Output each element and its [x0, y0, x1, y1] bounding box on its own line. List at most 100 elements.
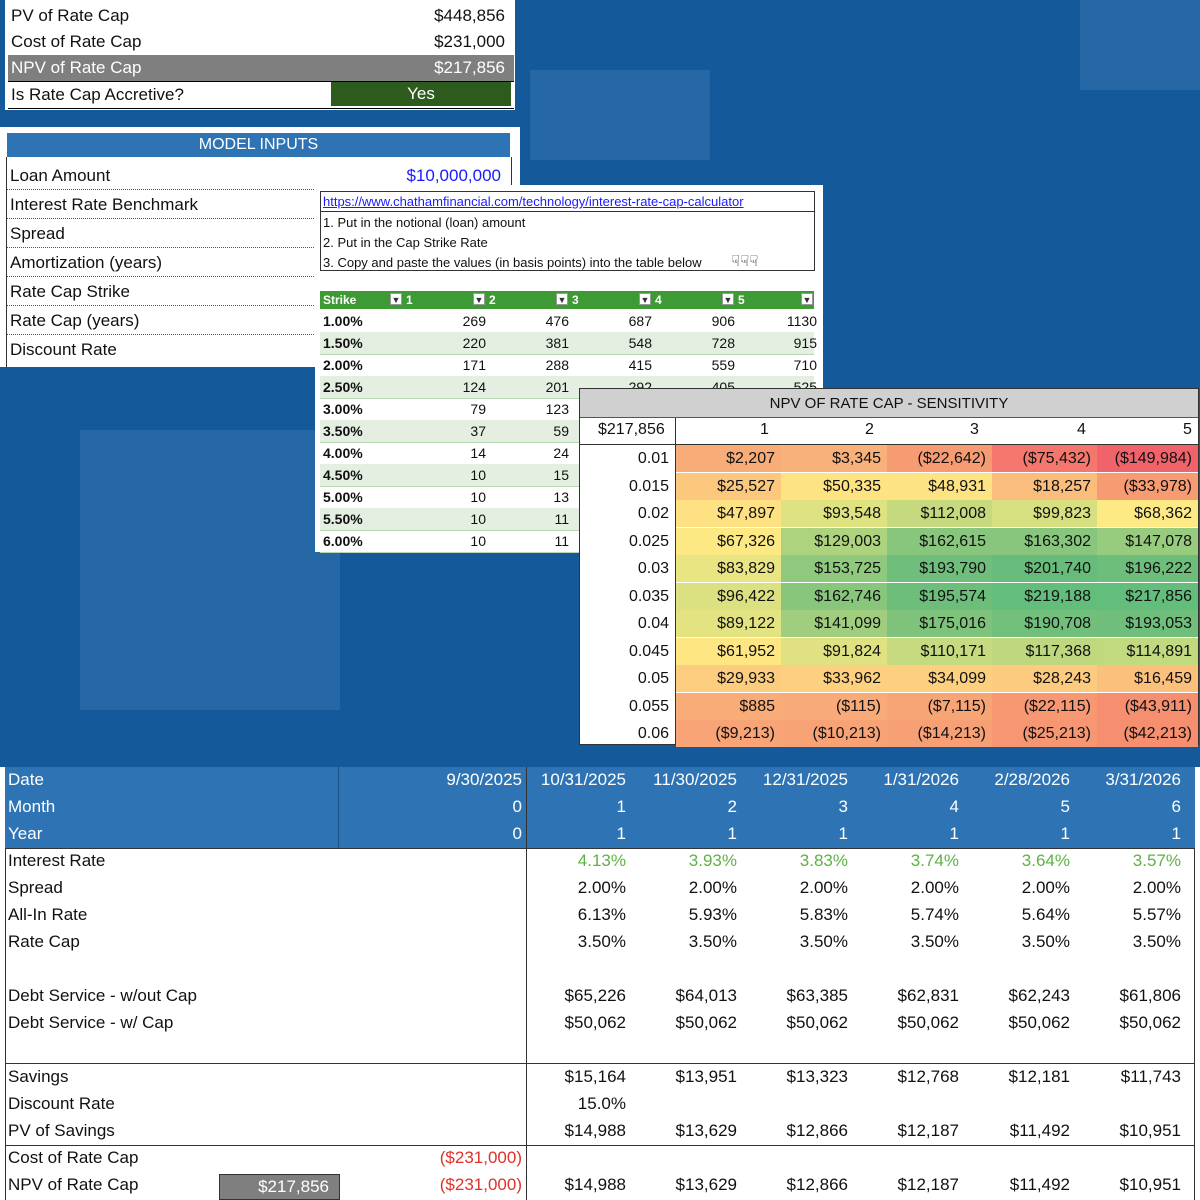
sensitivity-rate[interactable]: 0.06 [637, 725, 669, 742]
sensitivity-cell[interactable]: ($25,213) [992, 720, 1097, 747]
sensitivity-cell[interactable]: $99,823 [992, 500, 1097, 527]
schedule-cell[interactable]: $50,062 [564, 1013, 626, 1032]
schedule-cell[interactable]: $50,062 [786, 1013, 848, 1032]
basis-point-value[interactable]: 79 [470, 401, 486, 417]
sensitivity-cell[interactable]: $67,326 [676, 527, 781, 555]
basis-point-value[interactable]: 10 [470, 467, 486, 483]
schedule-cell[interactable]: 15.0% [577, 1094, 626, 1113]
sensitivity-cell[interactable]: ($115) [781, 692, 887, 720]
schedule-cell[interactable]: $14,988 [564, 1175, 626, 1194]
npv-total-box[interactable]: $217,856 [219, 1174, 340, 1200]
sensitivity-cell[interactable]: $34,099 [887, 665, 992, 692]
sensitivity-cell[interactable]: $217,856 [1097, 582, 1198, 610]
basis-point-value[interactable]: 269 [462, 313, 486, 329]
sensitivity-cell[interactable]: $163,302 [992, 527, 1097, 555]
filter-dropdown-icon[interactable]: ▼ [722, 293, 734, 305]
schedule-cell[interactable]: 5.93% [688, 905, 737, 924]
schedule-cell[interactable]: 5.74% [910, 905, 959, 924]
schedule-cell[interactable]: $11,492 [1009, 1175, 1070, 1194]
schedule-cell[interactable]: $12,866 [786, 1175, 848, 1194]
sensitivity-cell[interactable]: ($9,213) [676, 720, 781, 747]
schedule-cell[interactable]: $10,951 [1119, 1121, 1181, 1140]
basis-point-value[interactable]: 124 [462, 379, 486, 395]
schedule-cell[interactable]: 6.13% [577, 905, 626, 924]
schedule-cell[interactable]: 3.93% [688, 851, 737, 870]
schedule-header-value[interactable]: 0 [512, 797, 522, 816]
sensitivity-cell[interactable]: $147,078 [1097, 527, 1198, 555]
sensitivity-corner-value[interactable]: $217,856 [598, 421, 665, 438]
strike-rate[interactable]: 2.00% [323, 357, 363, 373]
schedule-cell[interactable]: 2.00% [577, 878, 626, 897]
basis-point-value[interactable]: 381 [545, 335, 569, 351]
sensitivity-cell[interactable]: $162,615 [887, 527, 992, 555]
basis-point-value[interactable]: 10 [470, 489, 486, 505]
schedule-cell[interactable]: $11,492 [1009, 1121, 1070, 1140]
strike-rate[interactable]: 4.50% [323, 467, 363, 483]
schedule-cell[interactable]: $50,062 [1119, 1013, 1181, 1032]
schedule-cell[interactable]: 3.83% [799, 851, 848, 870]
schedule-cell[interactable]: 2.00% [688, 878, 737, 897]
sensitivity-cell[interactable]: $18,257 [992, 472, 1097, 500]
sensitivity-cell[interactable]: ($14,213) [887, 720, 992, 747]
schedule-cell[interactable]: 2.00% [910, 878, 959, 897]
basis-point-value[interactable]: 559 [711, 357, 735, 373]
filter-dropdown-icon[interactable]: ▼ [801, 293, 813, 305]
schedule-cell[interactable]: 3.64% [1021, 851, 1070, 870]
schedule-header-value[interactable]: 5 [1060, 797, 1070, 816]
basis-point-value[interactable]: 59 [553, 423, 569, 439]
schedule-cell[interactable]: $64,013 [675, 986, 737, 1005]
schedule-header-value[interactable]: 1 [1060, 824, 1070, 843]
basis-point-value[interactable]: 415 [628, 357, 652, 373]
schedule-cell[interactable]: 3.50% [1021, 932, 1070, 951]
basis-point-value[interactable]: 288 [545, 357, 569, 373]
schedule-cell[interactable]: 2.00% [1021, 878, 1070, 897]
sensitivity-cell[interactable]: $16,459 [1097, 665, 1198, 692]
summary-value[interactable]: $231,000 [434, 32, 505, 51]
filter-dropdown-icon[interactable]: ▼ [473, 293, 485, 305]
sensitivity-cell[interactable]: $110,171 [887, 637, 992, 665]
sensitivity-cell[interactable]: $112,008 [887, 500, 992, 527]
sensitivity-cell[interactable]: $195,574 [887, 582, 992, 610]
schedule-header-value[interactable]: 0 [512, 824, 522, 843]
sensitivity-cell[interactable]: ($75,432) [992, 445, 1097, 472]
accretive-status-cell[interactable]: Yes [331, 82, 511, 106]
sensitivity-cell[interactable]: $33,962 [781, 665, 887, 692]
basis-point-value[interactable]: 687 [628, 313, 652, 329]
strike-rate[interactable]: 2.50% [323, 379, 363, 395]
schedule-header-value[interactable]: 3 [838, 797, 848, 816]
strike-rate[interactable]: 5.50% [323, 511, 363, 527]
strike-rate[interactable]: 6.00% [323, 533, 363, 549]
schedule-header-value[interactable]: 1 [949, 824, 959, 843]
filter-dropdown-icon[interactable]: ▼ [556, 293, 568, 305]
schedule-header-value[interactable]: 10/31/2025 [540, 770, 626, 789]
schedule-cell[interactable]: 3.57% [1132, 851, 1181, 870]
sensitivity-cell[interactable]: $117,368 [992, 637, 1097, 665]
summary-value[interactable]: $217,856 [434, 58, 505, 77]
basis-point-value[interactable]: 14 [470, 445, 486, 461]
schedule-cell[interactable]: $61,806 [1119, 986, 1181, 1005]
basis-point-value[interactable]: 171 [462, 357, 486, 373]
strike-rate[interactable]: 1.00% [323, 313, 363, 329]
schedule-cell[interactable]: $62,243 [1008, 986, 1070, 1005]
schedule-cell[interactable]: $50,062 [675, 1013, 737, 1032]
schedule-header-value[interactable]: 11/30/2025 [653, 770, 737, 789]
schedule-header-value[interactable]: 6 [1171, 797, 1181, 816]
schedule-header-value[interactable]: 1 [838, 824, 848, 843]
sensitivity-cell[interactable]: $68,362 [1097, 500, 1198, 527]
basis-point-value[interactable]: 548 [628, 335, 652, 351]
schedule-cell[interactable]: $50,062 [897, 1013, 959, 1032]
schedule-cell[interactable]: $13,629 [675, 1121, 737, 1140]
sensitivity-rate[interactable]: 0.035 [628, 587, 669, 605]
sensitivity-cell[interactable]: $96,422 [676, 582, 781, 610]
basis-point-value[interactable]: 201 [545, 379, 569, 395]
sensitivity-rate[interactable]: 0.01 [637, 450, 669, 467]
basis-point-value[interactable]: 24 [553, 445, 569, 461]
sensitivity-cell[interactable]: $83,829 [676, 555, 781, 582]
sensitivity-cell[interactable]: $50,335 [781, 472, 887, 500]
sensitivity-rate[interactable]: 0.055 [628, 697, 669, 715]
schedule-cell[interactable]: 3.50% [799, 932, 848, 951]
input-value[interactable]: $10,000,000 [406, 166, 501, 185]
basis-point-value[interactable]: 728 [711, 335, 735, 351]
sensitivity-cell[interactable]: $193,790 [887, 555, 992, 582]
schedule-cell[interactable]: $62,831 [897, 986, 959, 1005]
